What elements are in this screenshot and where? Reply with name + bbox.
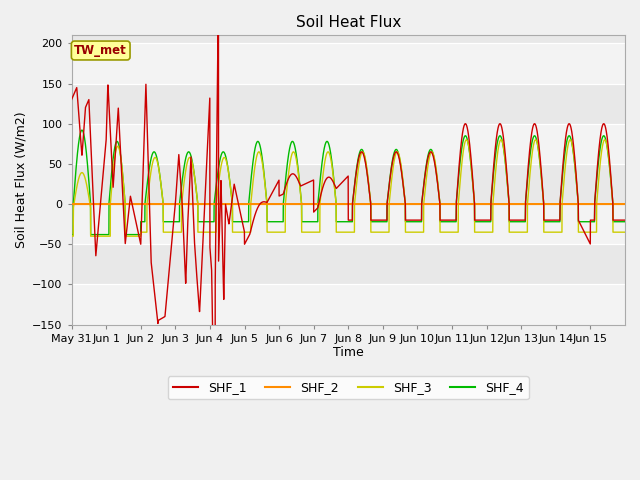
SHF_1 [369, 217, 377, 223]
SHF_2 [399, 201, 406, 207]
SHF_2 [182, 201, 190, 207]
Line: SHF_3: SHF_3 [72, 140, 625, 236]
SHF_3 [182, 165, 190, 170]
SHF_2 [527, 201, 535, 207]
SHF_2 [500, 201, 508, 207]
Line: SHF_4: SHF_4 [72, 130, 625, 235]
SHF_2 [621, 201, 628, 207]
SHF_2 [541, 201, 549, 207]
SHF_4 [621, 219, 628, 225]
SHF_4 [182, 153, 190, 158]
SHF_1 [621, 217, 628, 223]
SHF_3 [621, 229, 628, 235]
SHF_4 [500, 149, 508, 155]
SHF_4 [399, 175, 406, 181]
SHF_1 [500, 141, 508, 147]
SHF_1 [68, 97, 76, 103]
Bar [72, 204, 625, 244]
SHF_2 [369, 201, 376, 207]
SHF_3 [463, 137, 470, 143]
SHF_3 [369, 229, 376, 235]
Bar [72, 284, 625, 324]
Y-axis label: Soil Heat Flux (W/m2): Soil Heat Flux (W/m2) [15, 112, 28, 248]
SHF_2 [68, 201, 76, 207]
SHF_3 [527, 158, 535, 164]
SHF_1 [399, 177, 406, 183]
SHF_1 [527, 133, 535, 139]
X-axis label: Time: Time [333, 347, 364, 360]
SHF_3 [68, 233, 76, 239]
SHF_4 [68, 232, 76, 238]
SHF_4 [527, 144, 535, 150]
Text: TW_met: TW_met [74, 44, 127, 57]
Line: SHF_1: SHF_1 [72, 0, 625, 480]
Title: Soil Heat Flux: Soil Heat Flux [296, 15, 401, 30]
Bar [72, 43, 625, 84]
SHF_4 [78, 127, 86, 133]
SHF_4 [541, 219, 549, 225]
SHF_1 [542, 217, 550, 223]
SHF_4 [369, 219, 376, 225]
Legend: SHF_1, SHF_2, SHF_3, SHF_4: SHF_1, SHF_2, SHF_3, SHF_4 [168, 376, 529, 399]
SHF_1 [182, 264, 190, 270]
SHF_3 [399, 172, 406, 178]
SHF_3 [500, 148, 508, 154]
Bar [72, 124, 625, 164]
SHF_3 [541, 229, 549, 235]
